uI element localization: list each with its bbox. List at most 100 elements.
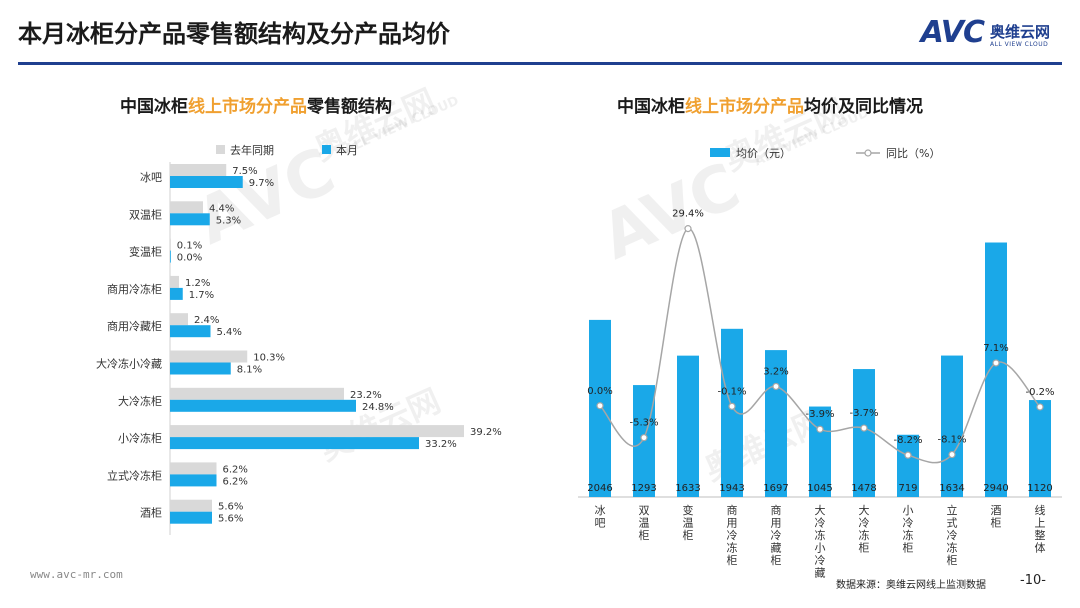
category-label-char: 冷	[947, 529, 958, 542]
yoy-value-label: -0.2%	[1025, 387, 1054, 398]
category-label-char: 冷	[815, 517, 826, 530]
category-label-char: 酒	[991, 504, 1002, 517]
yoy-value-label: 29.4%	[672, 209, 704, 220]
bar-last-year	[170, 238, 171, 251]
category-label-char: 温	[683, 517, 694, 530]
category-label: 商用冷藏柜	[107, 319, 162, 333]
price-value-label: 2940	[983, 483, 1008, 494]
bar-last-year	[170, 499, 212, 512]
yoy-value-label: 7.1%	[983, 343, 1008, 354]
value-label-this-month: 24.8%	[362, 402, 394, 413]
value-label-this-month: 0.0%	[177, 253, 202, 264]
title-divider	[18, 62, 1062, 65]
category-label-char: 大	[859, 503, 870, 517]
price-bar	[941, 355, 963, 497]
yoy-marker	[904, 451, 912, 459]
price-bar	[677, 355, 699, 497]
yoy-value-label: -3.9%	[805, 409, 834, 420]
category-label-char: 冻	[903, 528, 914, 542]
category-label-char: 上	[1035, 517, 1046, 530]
bar-this-month	[170, 287, 183, 300]
yoy-marker	[684, 225, 692, 233]
value-label-last-year: 1.2%	[185, 278, 210, 289]
price-bar	[721, 328, 743, 497]
right-chart-title: 中国冰柜线上市场分产品均价及同比情况	[617, 92, 923, 117]
category-label-char: 变	[683, 503, 694, 517]
category-label-char: 冷	[815, 554, 826, 567]
category-label-char: 柜	[683, 529, 694, 542]
right-title-pre: 中国冰柜	[617, 97, 685, 117]
bar-this-month	[170, 399, 356, 412]
price-value-label: 719	[898, 483, 917, 494]
bar-this-month	[170, 511, 212, 524]
value-label-this-month: 6.2%	[223, 476, 248, 487]
logo-cn: 奥维云网	[989, 23, 1050, 41]
yoy-marker	[728, 402, 736, 410]
yoy-marker	[992, 359, 1000, 367]
bar-last-year	[170, 313, 188, 326]
logo-en: ALL VIEW CLOUD	[989, 41, 1049, 48]
bar-this-month	[170, 213, 210, 226]
price-bar	[853, 369, 875, 497]
legend-swatch-price	[710, 148, 730, 157]
bar-last-year	[170, 462, 217, 475]
left-title-post: 零售额结构	[307, 97, 392, 117]
category-label-char: 柜	[991, 517, 1002, 530]
category-label: 冰吧	[140, 171, 162, 184]
bar-this-month	[170, 325, 211, 338]
bar-last-year	[170, 275, 179, 288]
bar-this-month	[170, 474, 217, 487]
value-label-last-year: 7.5%	[232, 166, 257, 177]
legend-label-price: 均价（元）	[736, 147, 791, 160]
category-label-char: 商	[727, 503, 738, 517]
yoy-marker	[860, 424, 868, 432]
price-bar	[809, 406, 831, 497]
price-value-label: 1697	[763, 483, 788, 494]
yoy-marker	[948, 450, 956, 459]
price-value-label: 1478	[851, 483, 876, 494]
yoy-line	[599, 227, 1041, 464]
price-value-label: 1045	[807, 483, 832, 494]
category-label-char: 柜	[859, 542, 870, 555]
price-value-label: 1633	[675, 483, 700, 494]
page-number: -10-	[1020, 573, 1046, 588]
yoy-marker	[816, 425, 824, 433]
yoy-value-label: -5.3%	[629, 418, 658, 429]
yoy-marker	[640, 434, 648, 442]
category-label: 变温柜	[129, 245, 162, 259]
category-label-char: 大	[815, 503, 826, 517]
category-label-char: 柜	[771, 554, 782, 567]
category-label-char: 柜	[639, 529, 650, 542]
category-label-char: 冻	[859, 528, 870, 542]
category-label-char: 用	[727, 517, 738, 530]
bar-last-year	[170, 201, 203, 214]
category-label-char: 冻	[727, 541, 738, 555]
category-label-char: 柜	[727, 554, 738, 567]
legend-label-this-month: 本月	[336, 143, 358, 157]
value-label-last-year: 2.4%	[194, 315, 219, 326]
category-label-char: 冻	[947, 541, 958, 555]
price-value-label: 1293	[631, 483, 656, 494]
category-label: 立式冷冻柜	[107, 468, 162, 482]
price-bar	[897, 434, 919, 497]
category-label: 大冷冻小冷藏	[96, 357, 162, 371]
bar-last-year	[170, 350, 248, 363]
category-label: 酒柜	[140, 507, 162, 520]
bar-this-month	[170, 437, 419, 450]
yoy-value-label: 3.2%	[763, 366, 788, 377]
price-value-label: 1943	[719, 483, 744, 494]
legend-marker-yoy	[864, 149, 872, 157]
footer-url: www.avc-mr.com	[30, 568, 123, 581]
value-label-last-year: 10.3%	[253, 353, 285, 364]
category-label: 大冷冻柜	[118, 394, 162, 408]
value-label-this-month: 5.6%	[218, 514, 243, 525]
category-label-char: 整	[1035, 528, 1046, 542]
right-combo-chart: 均价（元） 同比（%）2046冰吧1293双温柜1633变温柜1943商用冷冻柜1…	[578, 147, 1062, 580]
yoy-value-label: -8.1%	[937, 435, 966, 446]
bar-this-month	[170, 176, 243, 188]
value-label-this-month: 33.2%	[425, 439, 457, 450]
category-label-char: 温	[639, 517, 650, 530]
bar-this-month	[170, 250, 171, 263]
left-title-pre: 中国冰柜	[120, 97, 188, 117]
right-title-highlight: 线上市场分产品	[685, 97, 804, 117]
